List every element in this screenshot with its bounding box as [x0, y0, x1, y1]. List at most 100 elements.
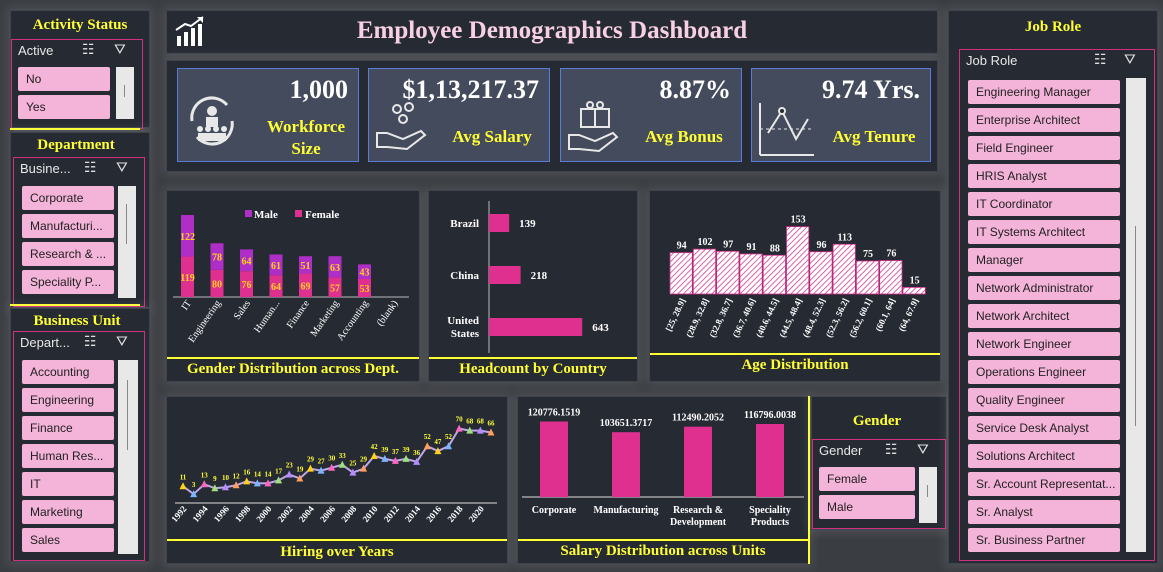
data-point [423, 442, 431, 450]
business-unit-slicer-header: Depart... [20, 335, 70, 350]
bar-female [269, 275, 283, 297]
department-item[interactable]: Manufacturi... [22, 214, 114, 238]
business-unit-item[interactable]: Sales [22, 528, 114, 552]
job-role-item[interactable]: Quality Engineer [968, 388, 1120, 412]
gender-item-female[interactable]: Female [819, 467, 915, 491]
job-role-item[interactable]: Enterprise Architect [968, 108, 1120, 132]
multi-select-icon[interactable]: ☷ [84, 334, 103, 350]
job-role-item[interactable]: HRIS Analyst [968, 164, 1120, 188]
scrollbar[interactable] [116, 67, 134, 119]
tick-label: (64, 67.9] [897, 297, 921, 333]
job-role-item[interactable]: IT Coordinator [968, 192, 1120, 216]
multi-select-icon[interactable]: ☷ [84, 160, 103, 176]
category-label: Development [670, 517, 727, 528]
department-item[interactable]: Speciality P... [22, 270, 114, 294]
scrollbar[interactable] [919, 467, 937, 523]
scrollbar[interactable] [118, 186, 136, 298]
kpi-salary-card: $1,13,217.37 Avg Salary [368, 68, 550, 162]
business-unit-item[interactable]: Engineering [22, 388, 114, 412]
bar-female [240, 271, 253, 297]
data-label-male: 43 [360, 268, 370, 279]
job-role-item[interactable]: Sr. Analyst [968, 500, 1120, 524]
tick-label: Marketing [309, 298, 342, 338]
kpi-tenure-value: 9.74 Yrs. [822, 75, 920, 104]
data-label: 36 [413, 449, 421, 457]
clear-filter-icon[interactable]: ⛛ [1124, 52, 1142, 68]
clear-filter-icon[interactable]: ⛛ [116, 160, 134, 176]
department-item[interactable]: Research & ... [22, 242, 114, 266]
data-label: 68 [466, 418, 474, 426]
job-role-item[interactable]: Operations Engineer [968, 360, 1120, 384]
bar [832, 243, 856, 295]
data-label: 19 [296, 465, 304, 473]
multi-select-icon[interactable]: ☷ [82, 42, 101, 58]
bar-male [299, 256, 312, 274]
divider [808, 396, 810, 564]
salary-distribution-chart: 120776.1519 103651.3717 112490.2052 116796.… [522, 408, 804, 528]
scrollbar[interactable] [118, 360, 138, 554]
data-point [306, 464, 314, 472]
gender-item-male[interactable]: Male [819, 495, 915, 519]
department-slicer: Busine... ☷ ⛛ Corporate Manufacturi... R… [13, 157, 145, 307]
job-role-item[interactable]: IT Systems Architect [968, 220, 1120, 244]
tick-label: 2016 [424, 503, 444, 524]
activity-slicer: Active ☷ ⛛ No Yes [11, 39, 143, 129]
data-label-female: 80 [212, 279, 222, 290]
business-unit-item[interactable]: IT [22, 472, 114, 496]
bar [692, 248, 716, 295]
tick-label: (56.2, 60.1] [847, 297, 874, 339]
job-role-item[interactable]: Sr. Account Representat... [968, 472, 1120, 496]
data-point [264, 479, 272, 487]
job-role-item[interactable]: Network Administrator [968, 276, 1120, 300]
data-point [285, 470, 293, 478]
multi-select-icon[interactable]: ☷ [1094, 52, 1113, 68]
business-unit-item[interactable]: Human Res... [22, 444, 114, 468]
business-unit-item[interactable]: Accounting [22, 360, 114, 384]
data-label-female: 119 [180, 273, 194, 284]
bar [716, 250, 740, 295]
scrollbar[interactable] [1126, 78, 1146, 552]
data-label: 39 [403, 446, 411, 454]
clear-filter-icon[interactable]: ⛛ [917, 442, 935, 458]
chart-growth-icon [175, 16, 204, 46]
job-role-item[interactable]: Engineering Manager [968, 80, 1120, 104]
business-unit-item[interactable]: Finance [22, 416, 114, 440]
tick-label: 1996 [212, 503, 232, 524]
kpi-salary-value: $1,13,217.37 [402, 75, 540, 104]
bar-male [269, 254, 283, 276]
job-role-item[interactable]: Sr. Business Partner [968, 528, 1120, 552]
data-point [434, 447, 442, 455]
bar [612, 432, 640, 497]
tick-label: (32.8, 36.7] [707, 297, 734, 339]
data-point [402, 454, 410, 462]
business-unit-item[interactable]: Marketing [22, 500, 114, 524]
activity-item-no[interactable]: No [18, 67, 110, 91]
divider [650, 353, 940, 355]
activity-item-yes[interactable]: Yes [18, 95, 110, 119]
data-label: 37 [392, 448, 400, 456]
job-role-item[interactable]: Network Architect [968, 304, 1120, 328]
data-label: 94 [677, 241, 687, 252]
bar [762, 254, 786, 295]
multi-select-icon[interactable]: ☷ [885, 442, 904, 458]
clear-filter-icon[interactable]: ⛛ [114, 42, 132, 58]
data-point [413, 457, 421, 465]
gender-panel: Gender Gender ☷ ⛛ Female Male [811, 396, 947, 530]
data-label: 643 [592, 322, 609, 334]
data-label: 120776.1519 [528, 408, 581, 419]
job-role-item[interactable]: Solutions Architect [968, 444, 1120, 468]
clear-filter-icon[interactable]: ⛛ [116, 334, 134, 350]
data-label: 14 [254, 470, 262, 478]
data-label: 17 [275, 467, 283, 475]
department-item[interactable]: Corporate [22, 186, 114, 210]
tick-label: 2008 [339, 503, 359, 524]
job-role-item[interactable]: Network Engineer [968, 332, 1120, 356]
job-role-item[interactable]: Service Desk Analyst [968, 416, 1120, 440]
job-role-item[interactable]: Manager [968, 248, 1120, 272]
data-point [211, 484, 219, 492]
job-role-item[interactable]: Field Engineer [968, 136, 1120, 160]
page-title: Employee Demographics Dashboard [356, 17, 748, 44]
age-distribution-chart: 94 [25, 28.9] 102 (28.9, 32.8] 97 (32.8, 36.7… [664, 215, 926, 339]
tick-label: (40.6, 44.5] [754, 297, 781, 339]
tick-label: (48.4, 52.3] [800, 297, 827, 339]
